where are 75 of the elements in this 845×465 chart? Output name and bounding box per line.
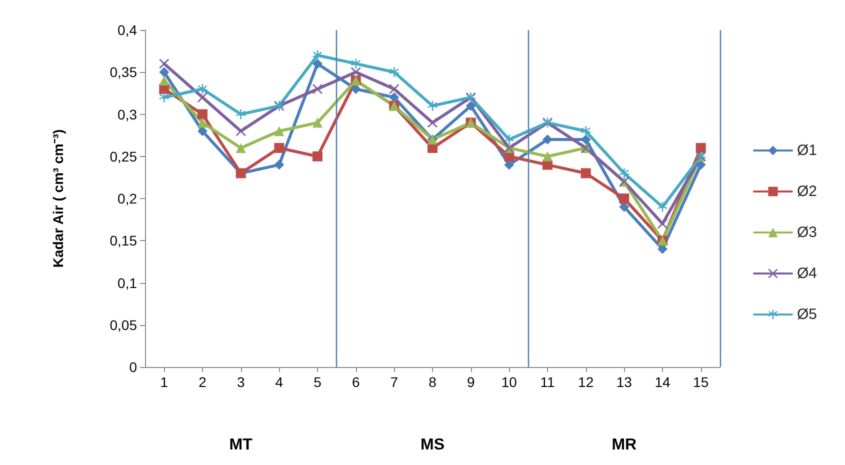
point (312, 84, 322, 94)
point (696, 142, 706, 153)
point (580, 134, 591, 145)
text: MT (229, 436, 253, 454)
x-tick-label: 5 (314, 374, 322, 390)
point (619, 168, 630, 178)
text: MR (612, 436, 638, 454)
point (504, 160, 514, 170)
point (312, 118, 322, 128)
x-tick-label: 10 (501, 374, 518, 390)
point (274, 160, 284, 170)
x-tick-label: 2 (198, 374, 207, 390)
point (159, 92, 170, 102)
x-tick-label: 7 (390, 374, 398, 390)
x-tick-label: 12 (578, 374, 594, 390)
y-tick-label: 0,3 (118, 106, 138, 122)
point (274, 126, 284, 136)
point (236, 142, 246, 153)
point (389, 67, 400, 78)
point (198, 84, 208, 94)
point (428, 118, 438, 128)
y-tick-label: 0,05 (110, 316, 138, 333)
x-tick-label: 9 (466, 374, 475, 390)
point (580, 126, 591, 136)
point (350, 58, 361, 69)
point (542, 151, 552, 162)
point (236, 109, 246, 120)
y-tick-label: 0,35 (110, 64, 138, 80)
point (312, 151, 322, 162)
point (428, 100, 438, 111)
point (658, 244, 668, 254)
y-tick-label: 0 (129, 359, 138, 375)
point (198, 126, 208, 136)
point (466, 100, 476, 111)
point (696, 160, 706, 170)
point (274, 142, 284, 153)
legend-label: Ø2 (796, 183, 818, 200)
x-tick-label: 14 (654, 374, 670, 390)
y-tick-label: 0,2 (118, 190, 138, 206)
point (542, 134, 552, 145)
y-tick-label: 0,4 (118, 22, 138, 38)
x-tick-label: 15 (693, 374, 709, 390)
point (159, 76, 170, 86)
x-tick-label: 4 (275, 374, 284, 390)
point (350, 67, 361, 78)
point (312, 50, 322, 60)
x-tick-label: 6 (352, 374, 360, 390)
y-tick-label: 0,1 (118, 274, 138, 291)
point (312, 58, 322, 69)
point (504, 134, 514, 145)
point (159, 58, 170, 69)
point (198, 109, 208, 120)
y-axis-title: Kadar Air ( cm³ cm⁻³) (50, 129, 66, 268)
point (236, 126, 246, 136)
point (198, 92, 208, 102)
point (658, 202, 668, 212)
x-tick-label: 1 (160, 374, 168, 390)
point (389, 92, 400, 102)
y-tick-label: 0,15 (110, 232, 138, 249)
point (389, 84, 400, 94)
text: MS (420, 436, 445, 454)
legend-label: Ø4 (796, 265, 818, 282)
x-tick-label: 3 (236, 374, 245, 390)
point (159, 67, 170, 78)
x-tick-label: 13 (616, 374, 632, 390)
point (619, 194, 630, 204)
y-tick-label: 0,25 (110, 148, 138, 164)
point (658, 218, 668, 229)
point (198, 118, 208, 128)
legend-label: Ø3 (796, 224, 818, 241)
point (580, 168, 591, 178)
x-tick-label: 11 (540, 374, 555, 390)
x-tick-label: 8 (428, 374, 437, 390)
legend-label: Ø5 (796, 306, 818, 323)
legend-label: Ø1 (796, 142, 818, 159)
